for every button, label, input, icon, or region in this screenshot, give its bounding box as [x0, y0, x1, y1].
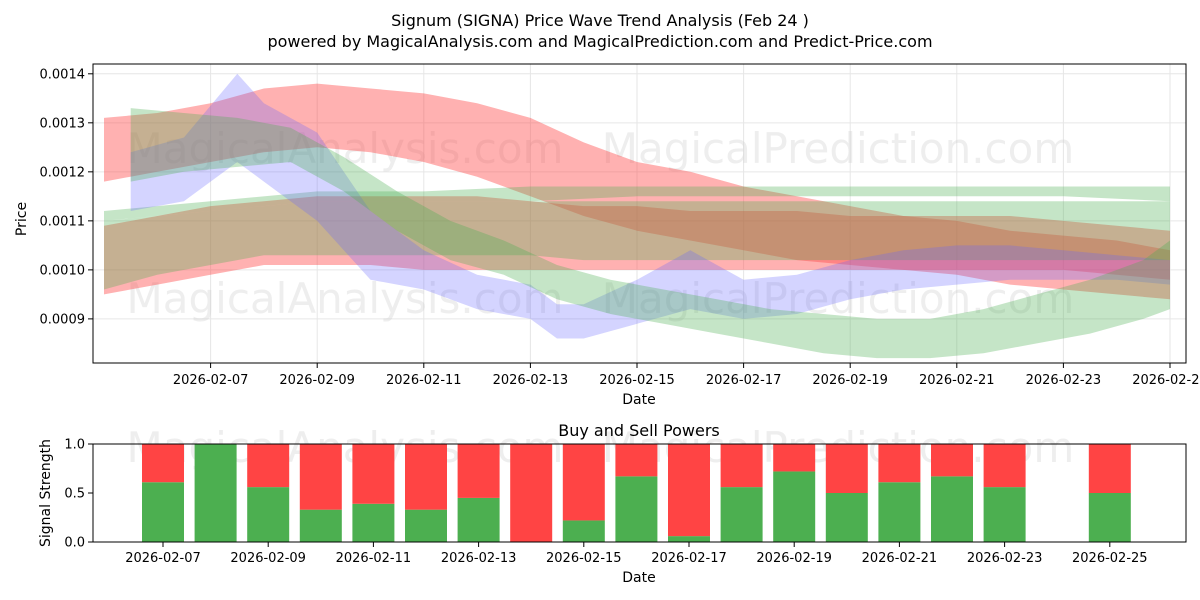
watermark-3: MagicalAnalysis.com [127, 274, 564, 323]
top-y-tick-label-3: 0.0012 [40, 165, 86, 180]
sell-bar-2026-02-18 [720, 444, 763, 488]
buy-bar-2026-02-25 [1088, 493, 1131, 542]
sell-bar-2026-02-13 [457, 444, 500, 498]
sell-bar-2026-02-09 [247, 444, 290, 488]
bottom-x-tick-label-0: 2026-02-07 [125, 551, 201, 566]
band-blue-wave [130, 73, 1171, 339]
band-red-band-upper [104, 83, 1170, 300]
bottom-chart-title: Buy and Sell Powers [558, 421, 720, 440]
bottom-x-axis-label: Date [622, 570, 655, 586]
top-x-tick-label-2: 2026-02-11 [386, 373, 462, 388]
band-green-band-upper [104, 186, 1170, 221]
buy-bar-2026-02-18 [720, 487, 763, 542]
buy-sell-chart: MagicalAnalysis.comMagicalPrediction.com… [38, 421, 1187, 586]
buy-bar-2026-02-16 [615, 476, 658, 542]
watermark-2: MagicalPrediction.com [602, 124, 1075, 173]
buy-bar-2026-02-23 [983, 487, 1026, 542]
sell-bar-2026-02-16 [615, 444, 658, 477]
chart-title-line1: Signum (SIGNA) Price Wave Trend Analysis… [391, 11, 809, 30]
top-y-tick-label-0: 0.0009 [40, 312, 86, 327]
bottom-x-tick-label-6: 2026-02-19 [756, 551, 832, 566]
band-green-wave [130, 108, 1171, 359]
top-y-tick-label-5: 0.0014 [40, 67, 86, 82]
buy-bar-2026-02-10 [299, 509, 342, 542]
sell-bar-2026-02-22 [931, 444, 973, 477]
bottom-x-tick-label-3: 2026-02-13 [441, 551, 517, 566]
buy-bar-2026-02-15 [562, 520, 605, 542]
buy-bar-2026-02-22 [931, 476, 973, 542]
top-x-tick-label-9: 2026-02-25 [1132, 373, 1200, 388]
top-y-tick-label-4: 0.0013 [40, 116, 86, 131]
bottom-y-tick-label-1: 0.5 [64, 487, 85, 502]
top-x-tick-label-1: 2026-02-09 [279, 373, 355, 388]
bottom-x-tick-label-7: 2026-02-21 [862, 551, 938, 566]
buy-bar-2026-02-20 [825, 493, 868, 542]
buy-bar-2026-02-08 [194, 444, 237, 542]
price-wave-chart: MagicalAnalysis.com MagicalPrediction.com… [14, 63, 1200, 408]
bottom-x-tick-label-8: 2026-02-23 [967, 551, 1043, 566]
buy-bar-2026-02-11 [352, 503, 395, 542]
top-x-tick-label-6: 2026-02-19 [812, 373, 888, 388]
bottom-y-tick-label-0: 0.0 [64, 536, 85, 551]
sell-bar-2026-02-14 [510, 444, 553, 542]
bottom-x-tick-label-5: 2026-02-17 [651, 551, 727, 566]
sell-bar-2026-02-25 [1088, 444, 1131, 493]
buy-bar-2026-02-07 [142, 482, 184, 542]
bottom-x-tick-label-4: 2026-02-15 [546, 551, 622, 566]
buy-bar-2026-02-21 [878, 482, 921, 542]
sell-bar-2026-02-21 [878, 444, 921, 483]
sell-bar-2026-02-10 [299, 444, 342, 510]
sell-bar-2026-02-11 [352, 444, 395, 504]
top-x-tick-label-4: 2026-02-15 [599, 373, 675, 388]
band-red-band-lower [104, 196, 1170, 295]
sell-bar-2026-02-07 [142, 444, 184, 483]
band-green-band-lower [104, 201, 1170, 290]
watermark-4: MagicalPrediction.com [602, 274, 1075, 323]
buy-bar-2026-02-19 [773, 471, 816, 542]
bottom-x-tick-label-9: 2026-02-25 [1072, 551, 1148, 566]
bottom-y-tick-label-2: 1.0 [64, 438, 85, 453]
buy-bar-2026-02-13 [457, 497, 500, 542]
buy-bar-2026-02-09 [247, 487, 290, 542]
sell-bar-2026-02-12 [405, 444, 447, 510]
sell-bar-2026-02-19 [773, 444, 816, 472]
sell-bar-2026-02-17 [668, 444, 710, 537]
top-x-tick-label-7: 2026-02-21 [919, 373, 995, 388]
top-y-tick-label-2: 0.0011 [40, 214, 86, 229]
buy-bar-2026-02-12 [405, 509, 447, 542]
top-y-tick-label-1: 0.0010 [40, 263, 86, 278]
bottom-x-tick-label-1: 2026-02-09 [230, 551, 306, 566]
sell-bar-2026-02-15 [562, 444, 605, 521]
top-x-axis-label: Date [622, 392, 655, 408]
top-x-tick-label-3: 2026-02-13 [493, 373, 569, 388]
chart-title-line2: powered by MagicalAnalysis.com and Magic… [267, 32, 932, 51]
top-x-tick-label-0: 2026-02-07 [173, 373, 249, 388]
bottom-y-axis-label: Signal Strength [38, 439, 54, 547]
watermark-1: MagicalAnalysis.com [127, 124, 564, 173]
top-y-axis-label: Price [14, 202, 30, 236]
top-axes-frame [92, 63, 1187, 364]
sell-bar-2026-02-20 [825, 444, 868, 493]
sell-bar-2026-02-23 [983, 444, 1026, 488]
top-bands [104, 73, 1171, 359]
top-x-tick-label-5: 2026-02-17 [706, 373, 782, 388]
top-x-tick-label-8: 2026-02-23 [1026, 373, 1102, 388]
buy-bar-2026-02-17 [668, 536, 710, 542]
bottom-x-tick-label-2: 2026-02-11 [336, 551, 412, 566]
